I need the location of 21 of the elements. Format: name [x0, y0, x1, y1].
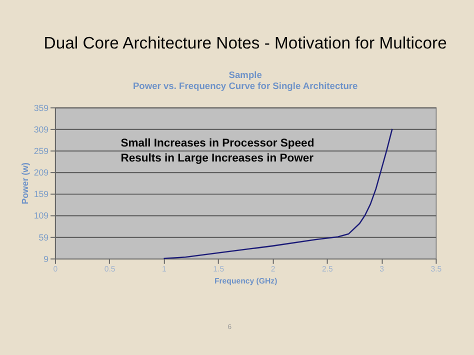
chart-title: Dual Core Architecture Notes - Motivation for Multicore: [44, 33, 447, 52]
y-tick-label: 109: [34, 210, 49, 221]
y-tick-label: 9: [44, 254, 49, 264]
x-tick-label: 1: [162, 264, 166, 274]
x-axis-title: Frequency (GHz): [214, 276, 278, 286]
x-tick-label: 0.5: [104, 264, 116, 274]
x-tick-label: 2: [270, 264, 276, 274]
x-tick-label: 0: [53, 264, 58, 274]
y-tick-label: 309: [34, 124, 49, 134]
x-tick-label: 2.5: [322, 264, 334, 274]
x-tick-label: 1.5: [213, 264, 225, 274]
annotation: Small Increases in Processor Speed Results in Large Increases in Power: [120, 138, 314, 164]
y-tick-label: 59: [38, 232, 49, 242]
y-tick-label: 259: [34, 146, 49, 156]
y-tick-label: 209: [34, 168, 49, 178]
y-tick-label: 159: [34, 189, 49, 200]
chart-subtitle: Sample Power vs. Frequency Curve for Single Architecture: [132, 70, 358, 92]
y-tick-label: 359: [34, 102, 49, 113]
x-tick-label: 3.5: [430, 264, 442, 274]
y-axis-title: Power (w): [20, 162, 30, 204]
x-tick-label: 3: [380, 264, 385, 274]
